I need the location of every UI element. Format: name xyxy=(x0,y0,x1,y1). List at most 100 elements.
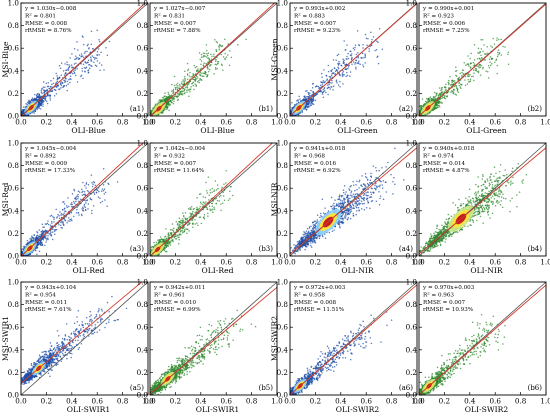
point xyxy=(98,40,101,43)
y-tick-label: 1.0 xyxy=(406,0,418,8)
point xyxy=(443,90,445,93)
point xyxy=(181,93,183,96)
point xyxy=(366,44,368,46)
point xyxy=(314,94,317,96)
point xyxy=(214,63,217,65)
point xyxy=(325,91,327,94)
point xyxy=(84,50,87,53)
point xyxy=(195,84,198,86)
point xyxy=(71,66,73,68)
point xyxy=(200,53,203,56)
point xyxy=(348,64,350,66)
point xyxy=(56,76,59,79)
point xyxy=(188,89,190,91)
point xyxy=(219,45,221,47)
point xyxy=(39,100,42,102)
point xyxy=(453,80,456,82)
y-tick-label: 0.8 xyxy=(137,21,149,30)
point xyxy=(364,54,367,57)
point xyxy=(354,63,356,65)
point xyxy=(452,79,454,82)
y-tick-label: 0.8 xyxy=(406,21,418,30)
point xyxy=(84,61,87,64)
point xyxy=(196,69,199,72)
point xyxy=(80,53,83,55)
point xyxy=(309,103,312,105)
point xyxy=(38,103,40,105)
point xyxy=(439,92,441,95)
point xyxy=(376,40,378,42)
point xyxy=(377,62,380,65)
point xyxy=(168,100,170,103)
x-tick-label: 0.4 xyxy=(195,118,207,127)
point xyxy=(214,39,216,41)
point xyxy=(69,75,72,78)
point xyxy=(48,87,51,90)
point xyxy=(163,109,165,111)
point xyxy=(323,88,325,90)
point xyxy=(71,72,74,75)
point xyxy=(73,189,76,192)
point xyxy=(424,100,427,103)
y-tick-label: 0.0 xyxy=(277,112,289,121)
point xyxy=(45,241,47,243)
point xyxy=(61,82,64,85)
point xyxy=(91,182,93,184)
point xyxy=(83,190,86,193)
point xyxy=(312,103,315,106)
point xyxy=(480,54,482,56)
point xyxy=(50,235,53,237)
point xyxy=(419,105,421,108)
point xyxy=(75,55,77,57)
point xyxy=(217,60,219,63)
x-axis-label: OLI-Green xyxy=(337,126,378,135)
point xyxy=(168,94,171,97)
point xyxy=(70,212,73,214)
point xyxy=(484,59,487,61)
point xyxy=(100,190,103,192)
point xyxy=(362,47,364,49)
x-tick-label: 0.2 xyxy=(439,118,450,127)
point xyxy=(336,70,339,72)
point xyxy=(339,80,341,83)
point xyxy=(484,52,486,55)
y-tick-label: 0.6 xyxy=(277,44,289,53)
point xyxy=(473,59,476,61)
point xyxy=(328,86,330,89)
fit-equation: y = 1.027x−0.007 xyxy=(153,6,206,12)
point xyxy=(491,46,494,49)
point xyxy=(330,75,333,77)
point xyxy=(469,78,472,80)
point xyxy=(429,96,432,98)
point xyxy=(221,64,223,67)
point xyxy=(203,55,205,57)
point xyxy=(56,78,58,81)
point xyxy=(51,83,53,86)
point xyxy=(455,74,457,77)
point xyxy=(322,89,324,91)
point xyxy=(45,82,48,85)
point xyxy=(441,91,443,94)
point xyxy=(71,192,74,195)
point xyxy=(85,183,88,185)
y-tick-label: 0.6 xyxy=(8,44,20,53)
point xyxy=(507,63,510,65)
r-squared: R2 = 0.883 xyxy=(294,11,325,19)
point xyxy=(97,48,100,50)
point xyxy=(186,62,189,65)
point xyxy=(215,50,218,53)
point xyxy=(433,96,435,98)
point xyxy=(84,206,87,209)
point xyxy=(326,79,328,82)
point xyxy=(51,231,54,233)
point xyxy=(38,107,40,110)
point xyxy=(176,86,178,88)
point xyxy=(95,65,98,67)
point xyxy=(200,63,202,65)
point xyxy=(470,75,473,78)
point xyxy=(155,103,157,105)
point xyxy=(346,44,348,46)
point xyxy=(481,38,484,41)
point xyxy=(65,77,67,80)
point xyxy=(172,102,175,105)
